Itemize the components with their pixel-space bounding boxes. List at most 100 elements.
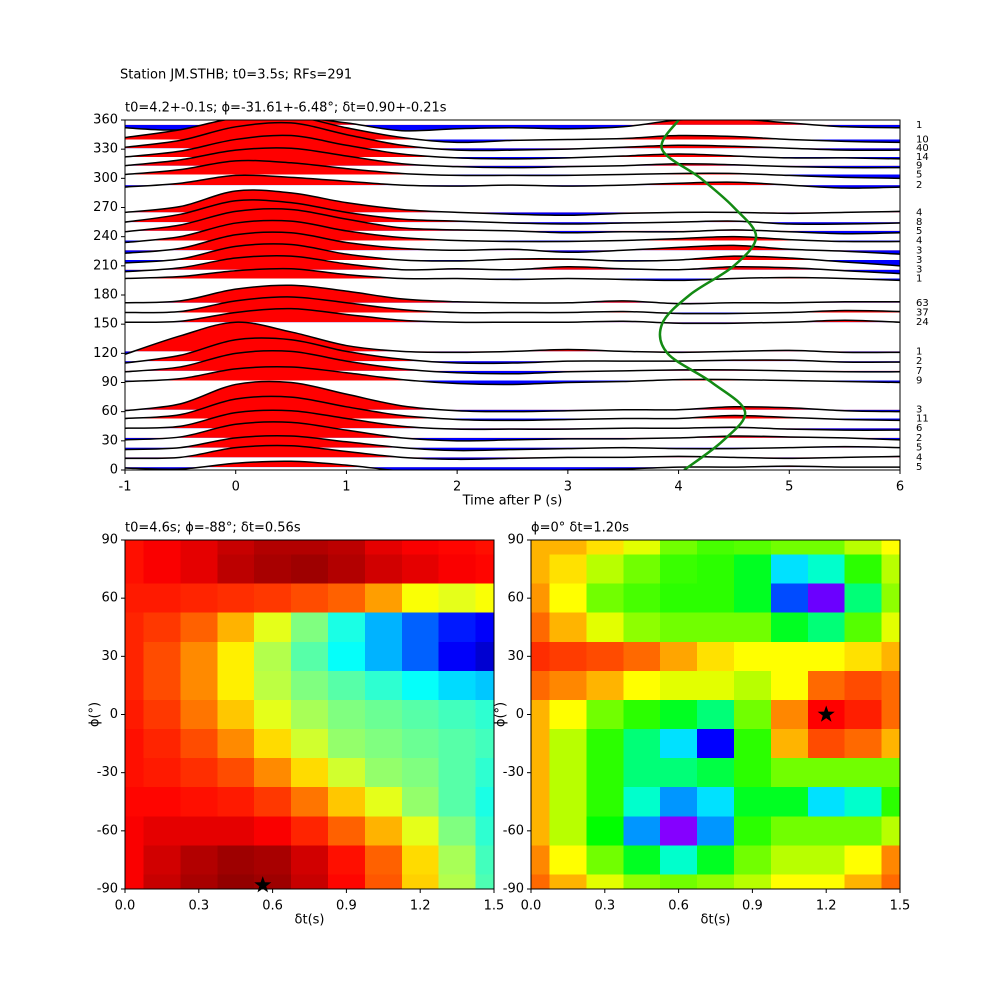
- heatmap-cell: [254, 816, 292, 846]
- heatmap-cell: [844, 845, 883, 875]
- trace-count-label: 2: [916, 433, 922, 444]
- negative-fill: [125, 370, 900, 374]
- heatmap-cell: [531, 583, 550, 614]
- heatmap-cell: [697, 874, 735, 889]
- trace-line: [125, 208, 900, 235]
- heatmap-cell: [697, 554, 735, 585]
- heatmap-cell: [881, 612, 900, 643]
- heatmap-cell: [531, 641, 550, 672]
- heatmap-cell: [623, 729, 661, 759]
- axes-frame: [124, 539, 495, 890]
- heatmap-cell: [770, 641, 809, 672]
- heatmap-cell: [881, 787, 900, 817]
- y-tick-label: 60: [101, 404, 118, 419]
- y-tick-label: 90: [101, 375, 118, 390]
- fit-curve: [658, 120, 758, 470]
- heatmap-cell: [733, 670, 772, 701]
- heatmap-cell: [254, 554, 292, 585]
- heatmap-cell: [770, 554, 809, 585]
- trace-count-label: 2: [916, 180, 922, 191]
- heatmap-cell: [180, 699, 218, 730]
- axes-frame: [124, 119, 901, 471]
- heatmap-cell: [217, 699, 255, 730]
- positive-fill: [125, 285, 900, 303]
- heatmap-cell: [401, 729, 440, 759]
- y-tick-label: 240: [93, 229, 118, 244]
- heatmap-cell: [327, 787, 366, 817]
- heatmap-cell: [531, 816, 550, 846]
- heatmap-cell: [881, 641, 900, 672]
- heatmap-cell: [180, 729, 218, 759]
- x-tick-label: 5: [785, 480, 793, 495]
- heatmap-cell: [844, 641, 883, 672]
- heatmap-cell: [327, 729, 366, 759]
- heatmap-cell: [733, 540, 772, 556]
- heatmap-cell: [807, 845, 846, 875]
- heatmap-cell: [438, 641, 477, 672]
- heatmap-cell: [549, 729, 587, 759]
- y-tick-label: 60: [101, 591, 118, 606]
- heatmap-cell: [217, 583, 255, 614]
- trace-count-label: 14: [916, 152, 929, 163]
- y-tick-label: -60: [97, 823, 118, 838]
- heatmap-cell: [881, 583, 900, 614]
- heatmap-cell: [697, 787, 735, 817]
- heatmap-cell: [180, 583, 218, 614]
- trace-line: [125, 120, 900, 132]
- heatmap-cell: [531, 540, 550, 556]
- heatmap-cell: [807, 540, 846, 556]
- heatmap-cell: [143, 583, 181, 614]
- heatmap-cell: [531, 758, 550, 788]
- heatmap-cell: [327, 816, 366, 846]
- trace-count-label: 11: [916, 413, 929, 424]
- heatmap-cell: [475, 554, 494, 585]
- heatmap-cell: [254, 641, 292, 672]
- x-tick-label: 0.9: [336, 899, 357, 914]
- trace-line: [125, 243, 900, 267]
- y-tick-label: 360: [93, 113, 118, 128]
- heatmap-cell: [143, 845, 181, 875]
- trace-line: [125, 254, 900, 275]
- trace-count-label: 7: [916, 366, 922, 377]
- trace-count-label: 63: [916, 298, 929, 309]
- heatmap-cell: [401, 758, 440, 788]
- heatmap-cell: [327, 641, 366, 672]
- heatmap-cell: [364, 729, 403, 759]
- heatmap-cell: [733, 699, 772, 730]
- heatmap-cell: [531, 729, 550, 759]
- heatmap-cell: [697, 540, 735, 556]
- axes-title: t0=4.6s; ϕ=-88°; δt=0.56s: [125, 521, 301, 536]
- heatmap-cell: [623, 554, 661, 585]
- heatmap-cell: [770, 583, 809, 614]
- y-tick-label: -60: [503, 823, 524, 838]
- positive-fill: [125, 296, 900, 313]
- heatmap-cell: [549, 699, 587, 730]
- heatmap-cell: [770, 816, 809, 846]
- trace-count-label: 2: [916, 356, 922, 367]
- heatmap-cell: [125, 641, 144, 672]
- heatmap-cell: [586, 816, 624, 846]
- heatmap-cell: [660, 845, 698, 875]
- trace-count-label: 1: [916, 120, 922, 131]
- trace-line: [125, 159, 900, 180]
- heatmap-cell: [401, 641, 440, 672]
- x-axis-label: δt(s): [701, 913, 731, 928]
- heatmap-area: [531, 540, 900, 889]
- heatmap-cell: [844, 554, 883, 585]
- heatmap-cell: [881, 554, 900, 585]
- heatmap-cell: [327, 540, 366, 556]
- heatmap-cell: [549, 670, 587, 701]
- heatmap-cell: [549, 816, 587, 846]
- heatmap-cell: [623, 845, 661, 875]
- heatmap-cell: [623, 641, 661, 672]
- heatmap-cell: [180, 787, 218, 817]
- heatmap-cell: [125, 540, 144, 556]
- heatmap-cell: [660, 670, 698, 701]
- heatmap-cell: [291, 583, 329, 614]
- y-tick-label: 120: [93, 346, 118, 361]
- heatmap-cell: [180, 816, 218, 846]
- heatmap-cell: [438, 758, 477, 788]
- heatmap-cell: [291, 874, 329, 889]
- heatmap-cell: [697, 845, 735, 875]
